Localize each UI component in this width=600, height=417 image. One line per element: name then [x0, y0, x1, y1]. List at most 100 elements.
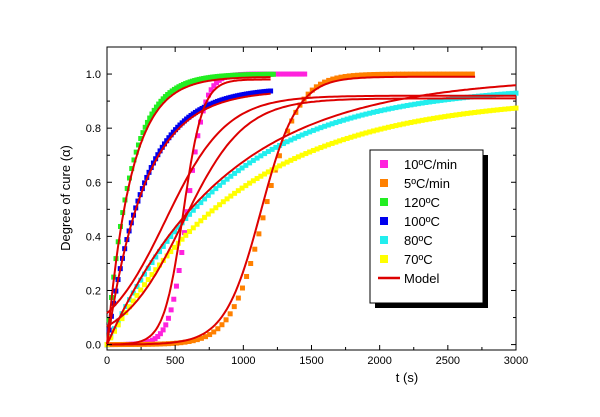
data-point	[228, 193, 234, 199]
data-point	[288, 157, 294, 163]
data-point	[393, 105, 399, 111]
data-point	[164, 138, 170, 144]
data-point	[385, 106, 391, 112]
data-point	[220, 179, 226, 185]
legend-marker	[380, 179, 388, 187]
data-point	[260, 215, 266, 221]
data-point	[299, 132, 305, 138]
data-point	[337, 138, 343, 144]
data-point	[513, 105, 519, 111]
legend-marker	[380, 236, 388, 244]
data-point	[502, 106, 508, 112]
legend-label: 70ºC	[404, 252, 433, 267]
data-point	[157, 148, 163, 154]
data-point	[359, 112, 365, 118]
data-point	[159, 144, 165, 150]
data-point	[397, 122, 403, 128]
data-point	[192, 149, 198, 155]
data-point	[419, 100, 425, 106]
data-point	[220, 199, 226, 205]
data-point	[206, 92, 212, 98]
data-point	[224, 176, 230, 182]
legend: 10ºC/min 5ºC/min 120ºC 100ºC 80ºC 70ºC Model	[369, 149, 488, 308]
data-point	[371, 72, 377, 78]
data-point	[280, 71, 286, 77]
data-point	[307, 149, 313, 155]
data-point	[213, 205, 219, 211]
data-point	[235, 168, 241, 174]
data-point	[149, 272, 155, 278]
data-point	[149, 337, 155, 343]
data-point	[434, 115, 440, 121]
data-point	[318, 125, 324, 131]
data-point	[472, 109, 478, 115]
data-point	[445, 96, 451, 102]
data-point	[239, 165, 245, 171]
data-point	[115, 322, 121, 328]
data-point	[374, 108, 380, 114]
legend-marker	[380, 198, 388, 206]
data-point	[187, 211, 193, 217]
data-point	[415, 118, 421, 124]
data-point	[329, 121, 335, 127]
data-point	[175, 224, 181, 230]
data-point	[138, 136, 144, 142]
data-point	[179, 236, 185, 242]
model-curve	[106, 76, 271, 345]
data-point	[352, 133, 358, 139]
data-point	[408, 102, 414, 108]
data-point	[142, 271, 148, 277]
data-point	[344, 116, 350, 122]
data-point	[232, 170, 238, 176]
data-point	[292, 156, 298, 162]
x-tick-label: 500	[166, 355, 184, 367]
data-point	[354, 72, 360, 78]
data-point	[465, 71, 471, 77]
data-point	[172, 229, 178, 235]
y-tick-label: 0.0	[86, 340, 101, 352]
data-point	[112, 328, 118, 334]
data-point	[494, 92, 500, 98]
data-point	[379, 71, 385, 77]
data-point	[408, 119, 414, 125]
data-point	[310, 127, 316, 133]
data-point	[262, 151, 268, 157]
legend-label: Model	[404, 271, 440, 286]
legend-marker	[380, 217, 388, 225]
data-point	[314, 126, 320, 132]
data-point	[195, 133, 201, 139]
data-point	[157, 331, 163, 337]
data-point	[445, 71, 451, 77]
data-point	[119, 316, 125, 322]
data-point	[423, 99, 429, 105]
data-point	[442, 114, 448, 120]
data-point	[198, 335, 204, 341]
data-point	[172, 244, 178, 250]
data-point	[498, 107, 504, 113]
data-point	[302, 71, 308, 77]
data-point	[142, 124, 148, 130]
data-point	[205, 211, 211, 217]
data-point	[194, 337, 200, 343]
data-point	[442, 97, 448, 103]
data-point	[404, 103, 410, 109]
data-point	[168, 132, 174, 138]
data-point	[289, 118, 295, 124]
data-point	[273, 144, 279, 150]
data-point	[165, 315, 171, 321]
data-point	[393, 123, 399, 129]
data-point	[294, 71, 300, 77]
data-point	[299, 71, 305, 77]
data-point	[129, 166, 135, 172]
data-point	[334, 75, 340, 81]
data-point	[355, 113, 361, 119]
data-point	[124, 185, 130, 191]
data-point	[239, 285, 245, 291]
data-point	[340, 137, 346, 143]
data-point	[460, 111, 466, 117]
data-point	[262, 171, 268, 177]
data-point	[374, 127, 380, 133]
data-point	[243, 162, 249, 168]
data-point	[513, 90, 519, 96]
data-point	[205, 192, 211, 198]
